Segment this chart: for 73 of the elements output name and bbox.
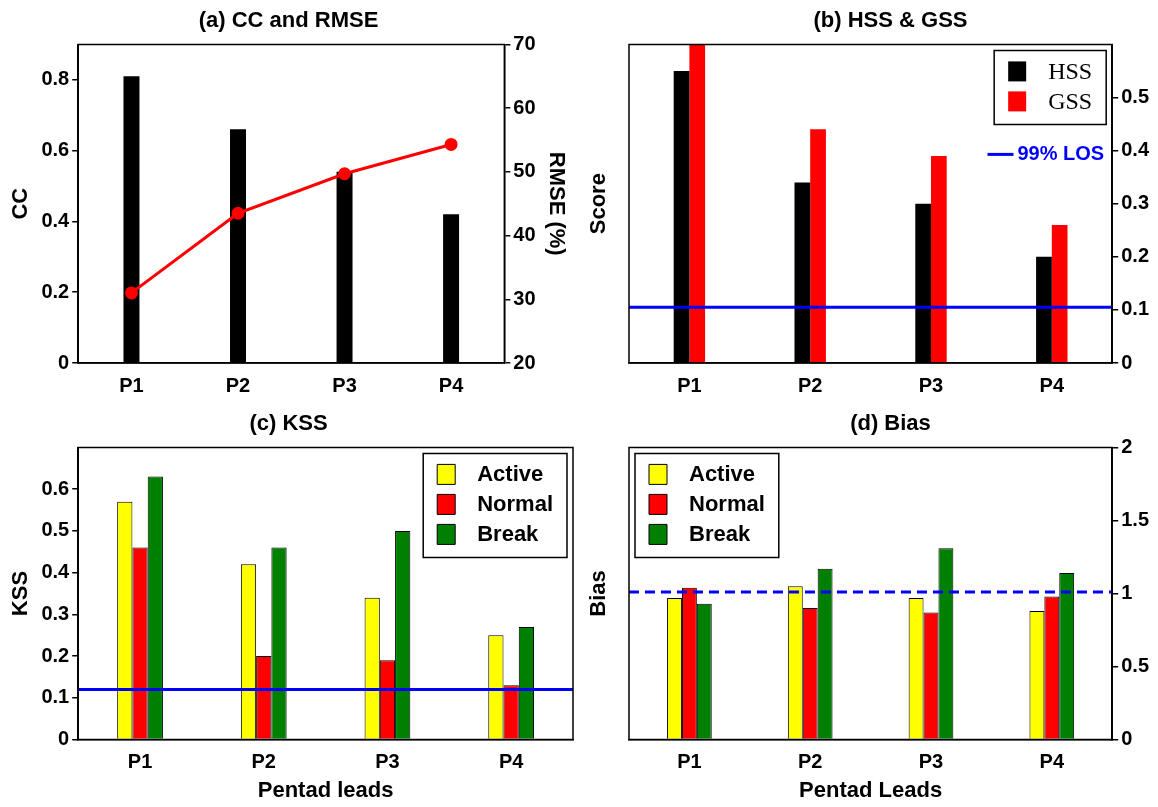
- x-axis-title: Pentad leads: [257, 776, 394, 802]
- x-tick-label: P2: [797, 750, 823, 773]
- bar: [810, 129, 826, 363]
- x-tick-label: P1: [127, 750, 153, 773]
- x-tick-label: P4: [1039, 750, 1065, 773]
- legend-label: Break: [689, 521, 751, 547]
- x-tick-label: P1: [677, 373, 702, 396]
- y2-tick-label: 70: [513, 31, 536, 54]
- legend-label: Active: [477, 461, 544, 487]
- y-tick-label: 0.2: [1121, 244, 1150, 267]
- x-tick-label: P3: [918, 373, 944, 396]
- y-axis-title: Score: [585, 173, 611, 235]
- point: [338, 167, 352, 181]
- y-tick-label: 2: [1121, 434, 1133, 457]
- y-tick-label: 0.2: [41, 279, 70, 302]
- y-tick-label: 0.4: [1121, 138, 1150, 161]
- x-tick-label: P4: [1039, 373, 1065, 396]
- y-tick-label: 0: [1121, 350, 1133, 373]
- x-tick-label: P2: [225, 373, 251, 396]
- point: [231, 206, 245, 220]
- y-tick-label: 0: [58, 727, 70, 750]
- point: [444, 137, 458, 151]
- y-axis-title: KSS: [7, 570, 33, 617]
- y-tick-label: 0.1: [41, 685, 70, 708]
- x-axis-title: Pentad Leads: [799, 776, 943, 802]
- legend-label: Active: [689, 461, 756, 487]
- bar: [689, 44, 706, 363]
- y-tick-label: 0.5: [41, 518, 70, 541]
- y2-tick-label: 60: [513, 95, 536, 118]
- x-tick-label: P2: [251, 750, 276, 773]
- legend-label: HSS: [1048, 57, 1093, 84]
- bar: [1051, 224, 1068, 363]
- point: [124, 286, 138, 300]
- legend-label: Break: [477, 521, 540, 547]
- x-tick-label: P3: [918, 750, 944, 773]
- y-tick-label: 1: [1121, 581, 1133, 604]
- y-tick-label: 0.5: [1121, 654, 1150, 677]
- x-tick-label: P2: [797, 373, 823, 396]
- y-tick-label: 0.5: [1121, 85, 1150, 108]
- y-tick-label: 0.3: [1121, 191, 1150, 214]
- legend-label: Normal: [477, 491, 553, 517]
- chart-title: (c) KSS: [249, 410, 328, 436]
- x-tick-label: P4: [438, 373, 465, 396]
- legend-label: 99% LOS: [1017, 141, 1105, 164]
- y-axis-title: CC: [7, 187, 33, 220]
- y-tick-label: 0: [1121, 727, 1133, 750]
- y2-axis-title: RMSE (%): [544, 151, 570, 256]
- y-tick-label: 0.4: [41, 560, 71, 583]
- y-tick-label: 0: [58, 350, 70, 373]
- y-tick-label: 0.1: [1121, 297, 1150, 320]
- y2-tick-label: 50: [513, 159, 536, 182]
- chart-title: (a) CC and RMSE: [198, 7, 379, 33]
- y-tick-label: 1.5: [1121, 507, 1150, 530]
- x-tick-label: P1: [677, 750, 702, 773]
- x-tick-label: P1: [119, 373, 144, 396]
- y2-tick-label: 30: [513, 286, 536, 309]
- x-tick-label: P4: [498, 750, 525, 773]
- x-tick-label: P3: [375, 750, 400, 773]
- chart-title: (d) Bias: [850, 410, 931, 436]
- chart-title: (b) HSS & GSS: [813, 7, 968, 33]
- y-tick-label: 0.3: [41, 601, 70, 624]
- y-axis-title: Bias: [585, 570, 611, 617]
- legend-label: GSS: [1048, 87, 1093, 114]
- legend-label: Normal: [689, 491, 765, 517]
- y-tick-label: 0.8: [41, 67, 70, 90]
- x-tick-label: P3: [332, 373, 357, 396]
- y2-tick-label: 40: [513, 223, 536, 246]
- y-tick-label: 0.2: [41, 643, 70, 666]
- y-tick-label: 0.6: [41, 476, 70, 499]
- y-tick-label: 0.6: [41, 138, 70, 161]
- y2-tick-label: 20: [513, 350, 536, 373]
- bar: [931, 155, 947, 363]
- y-tick-label: 0.4: [41, 208, 71, 231]
